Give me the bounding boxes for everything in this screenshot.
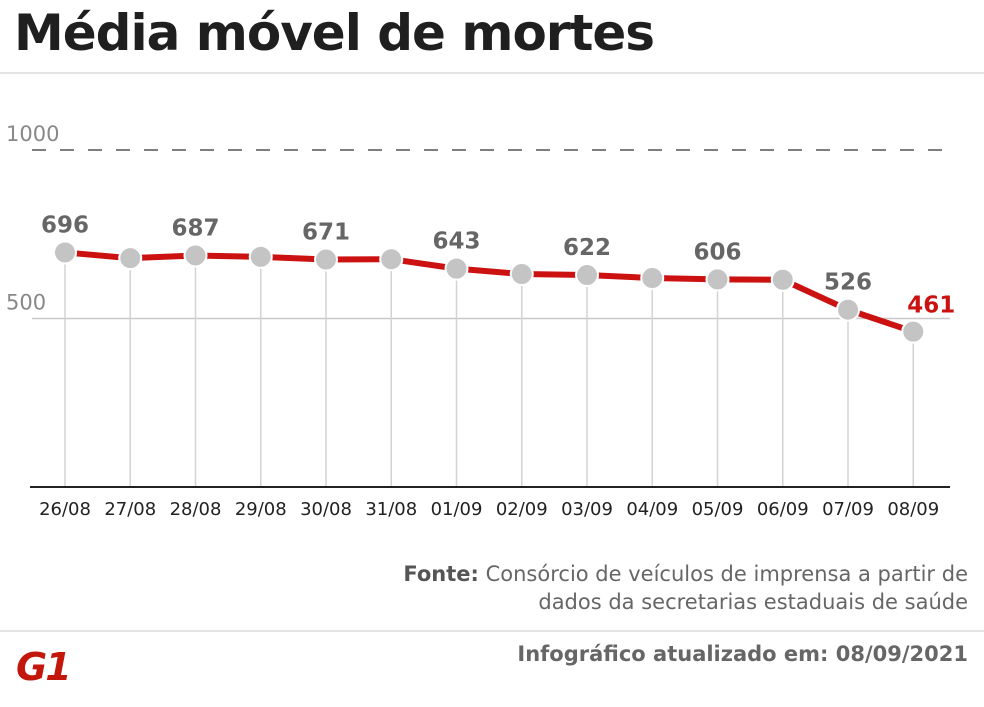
line-chart: 1000 500 696 687 671 643 622 606 526 461 26/08 27/0… (6, 122, 955, 520)
chart-title: Média móvel de mortes (14, 4, 655, 62)
x-tick-label: 27/08 (104, 499, 156, 520)
source-label: Fonte: (403, 562, 479, 586)
x-tick-label: 03/09 (561, 499, 613, 520)
data-point (770, 267, 795, 292)
data-point (248, 244, 273, 269)
x-tick-label: 07/09 (822, 499, 874, 520)
y-tick-label: 1000 (6, 122, 59, 146)
data-point (575, 263, 599, 288)
data-label: 622 (563, 235, 611, 261)
data-point (705, 267, 730, 292)
g1-logo-text: G1 (16, 646, 70, 686)
data-point (118, 246, 143, 271)
source-note: Fonte: Consórcio de veículos de imprensa… (348, 560, 968, 616)
data-label: 643 (432, 229, 480, 255)
data-label: 606 (693, 239, 741, 265)
x-tick-label: 28/08 (170, 499, 222, 520)
x-tick-label: 01/09 (431, 499, 483, 520)
data-label: 461 (907, 293, 955, 319)
x-tick-label: 26/08 (39, 499, 91, 520)
updated-note: Infográfico atualizado em: 08/09/2021 (517, 642, 968, 666)
data-point (509, 262, 534, 287)
source-text: Consórcio de veículos de imprensa a part… (485, 562, 968, 614)
data-label: 526 (824, 270, 872, 296)
y-tick-label: 500 (6, 291, 46, 315)
title-divider (0, 72, 984, 74)
x-tick-label: 30/08 (300, 499, 352, 520)
footer-divider (0, 630, 984, 632)
x-tick-label: 05/09 (692, 499, 744, 520)
g1-logo: G1 (16, 646, 72, 686)
data-label: 671 (302, 220, 350, 246)
data-point (314, 247, 338, 272)
data-point (836, 297, 860, 322)
data-point (379, 247, 404, 272)
x-tick-label: 02/09 (496, 499, 548, 520)
data-point (444, 256, 469, 281)
data-point (901, 319, 926, 344)
x-tick-label: 06/09 (757, 499, 809, 520)
x-tick-label: 04/09 (626, 499, 678, 520)
data-point (183, 243, 208, 268)
data-label: 696 (41, 212, 89, 238)
data-point (53, 240, 77, 265)
data-label: 687 (171, 215, 219, 241)
x-tick-label: 08/09 (887, 499, 939, 520)
x-tick-label: 29/08 (235, 499, 287, 520)
data-point (640, 266, 665, 291)
x-tick-label: 31/08 (365, 499, 417, 520)
